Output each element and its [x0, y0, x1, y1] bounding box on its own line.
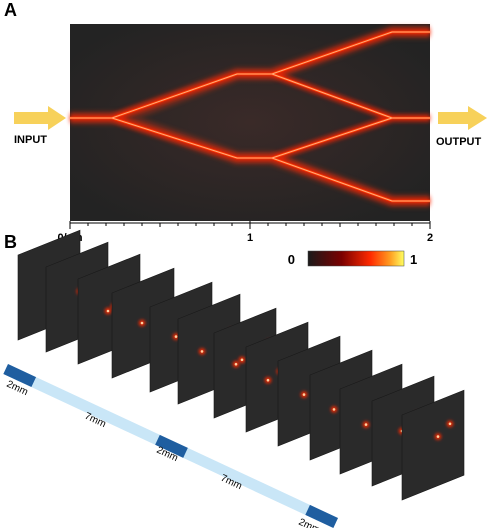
light-spot [140, 321, 144, 325]
cross-section-slices [17, 229, 465, 501]
waveguide-beam-core [70, 31, 430, 202]
light-spot [174, 335, 178, 338]
light-spot [332, 408, 336, 411]
light-spot [240, 358, 244, 362]
ruler-segment-2mm [3, 364, 37, 388]
output-arrow [438, 106, 487, 130]
panel-a-label: A [4, 0, 17, 20]
input-label: INPUT [14, 134, 47, 146]
propagation-axis: 0/cm 1 2 [57, 221, 433, 244]
light-spot [106, 309, 110, 313]
light-spot [266, 378, 270, 382]
ruler-segment-2mm [155, 434, 188, 458]
light-spot [234, 362, 238, 366]
light-spot [364, 423, 368, 426]
light-spot [200, 350, 204, 353]
axis-tick-label-2: 2 [427, 232, 433, 244]
slice-plane [401, 389, 465, 501]
light-spot [448, 422, 452, 426]
light-spot [436, 435, 440, 438]
beam-propagation-panel [70, 24, 430, 221]
axis-tick-label-1: 1 [247, 232, 253, 244]
ruler-segment-2mm [305, 504, 338, 528]
dimension-label: 2mm [297, 517, 322, 528]
input-arrow [14, 106, 66, 130]
light-spot [302, 393, 306, 396]
colorbar-max-label: 1 [410, 252, 417, 267]
colorbar: 0 1 [288, 250, 417, 267]
panel-b-label: B [4, 232, 17, 252]
output-label: OUTPUT [436, 136, 482, 148]
colorbar-min-label: 0 [288, 252, 295, 267]
colorbar-gradient [307, 250, 405, 267]
